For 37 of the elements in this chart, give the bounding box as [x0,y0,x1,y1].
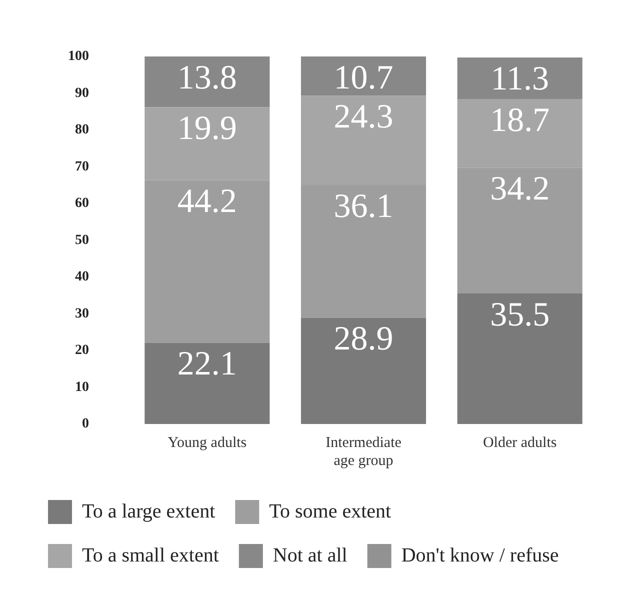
data-label: 13.8 [177,59,237,96]
y-tick-label: 80 [75,122,89,138]
data-label: 24.3 [334,98,394,136]
bar [300,56,426,96]
data-label: 44.2 [177,183,237,220]
x-tick-label: Young adults [168,434,247,451]
y-tick-label: 20 [75,343,89,358]
y-tick-label: 100 [68,49,89,64]
bar [300,318,426,424]
legend-label: Don't know / refuse [401,544,559,566]
data-label: 18.7 [490,102,550,139]
data-label: 34.2 [490,170,550,208]
legend-label: Not at all [272,544,348,566]
y-tick-label: 50 [75,232,89,248]
data-label: 19.9 [177,110,237,148]
bar [144,56,270,108]
y-tick-label: 90 [75,86,89,101]
data-label: 11.3 [490,60,549,98]
x-tick-label: Older adults [482,434,557,451]
legend-label: To a small extent [82,544,220,566]
y-tick-label: 40 [75,270,89,285]
y-tick-label: 60 [75,196,89,212]
x-tick-label: Intermediate age group [326,434,402,469]
bar [457,294,582,424]
legend-label: To a large extent [82,500,216,522]
bar [457,58,582,100]
legend-label: To some extent [269,500,392,522]
data-label: 22.1 [177,346,237,383]
y-tick-label: 0 [82,416,89,432]
y-tick-label: 70 [75,159,89,174]
y-tick-label: 10 [75,380,89,395]
data-label: 28.9 [334,320,394,358]
data-label: 35.5 [490,296,550,334]
y-tick-label: 30 [75,306,89,322]
bar [144,342,270,424]
data-label: 36.1 [334,188,394,225]
data-label: 10.7 [334,59,394,96]
